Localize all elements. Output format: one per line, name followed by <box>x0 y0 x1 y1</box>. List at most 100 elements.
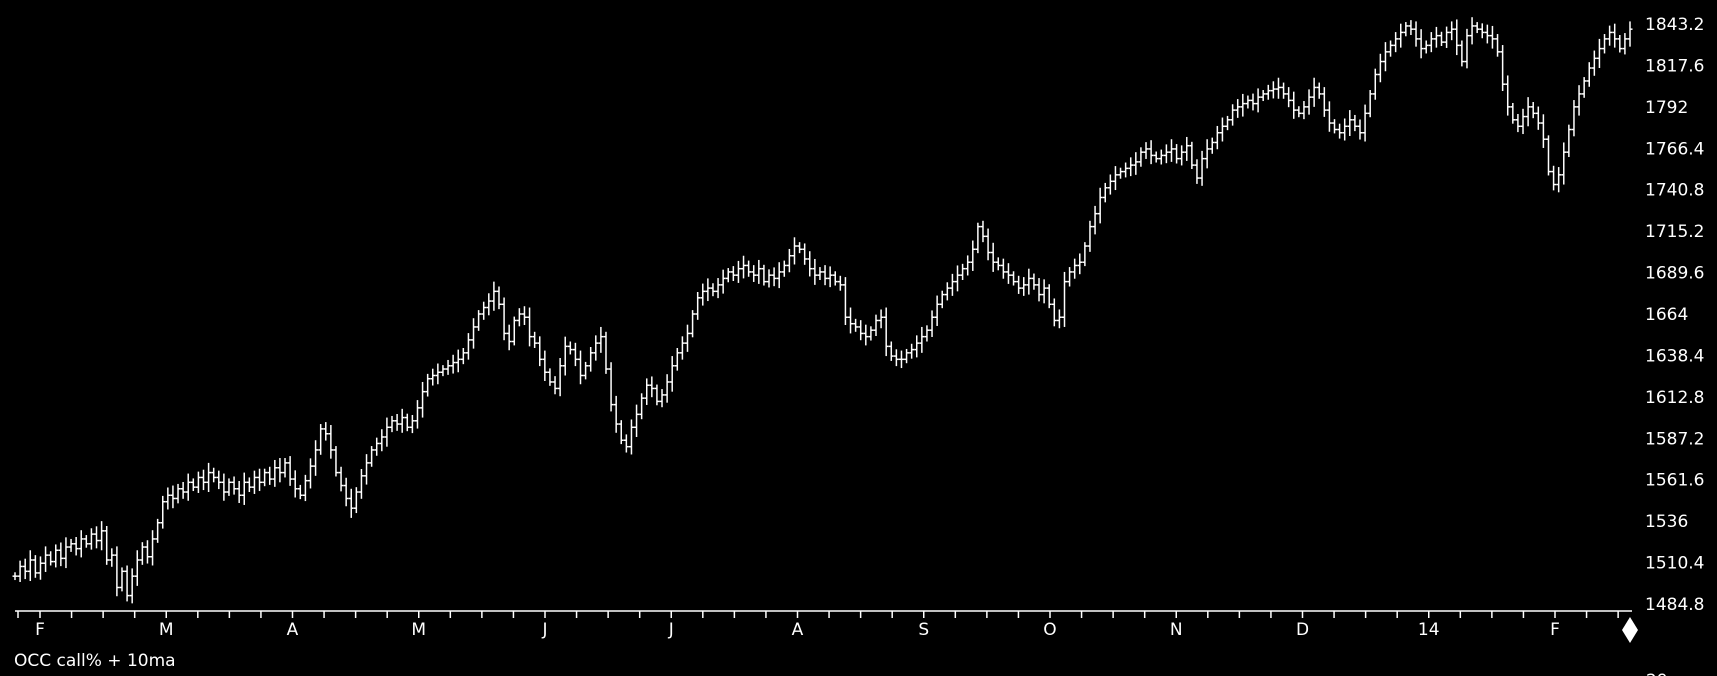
price-bar <box>1077 253 1083 275</box>
price-bar <box>425 373 431 397</box>
price-bar <box>980 220 986 243</box>
price-bar <box>22 558 28 580</box>
price-bar <box>1133 152 1139 175</box>
price-bar <box>328 425 334 459</box>
price-bar <box>313 440 319 476</box>
price-bar <box>1128 157 1134 177</box>
price-bar <box>888 341 894 361</box>
price-bar <box>155 518 161 543</box>
price-bar <box>343 477 349 507</box>
price-bar <box>389 415 395 433</box>
price-bar <box>63 537 69 569</box>
price-bar <box>1291 91 1297 119</box>
price-bar <box>267 466 273 485</box>
price-bar <box>1607 25 1613 46</box>
price-bar <box>58 542 64 567</box>
price-bar <box>654 384 660 406</box>
indicator-label: OCC call% + 10ma <box>14 651 176 671</box>
price-bar <box>547 368 553 386</box>
diamond-marker-icon[interactable] <box>1622 617 1638 643</box>
price-bar <box>527 307 533 347</box>
price-bar <box>985 228 991 261</box>
price-bar <box>975 222 981 254</box>
price-bar <box>48 551 54 566</box>
price-bar <box>1520 108 1526 135</box>
price-bar <box>282 458 288 478</box>
price-bar <box>1372 68 1378 100</box>
price-bar <box>578 350 584 385</box>
price-bar <box>364 454 370 485</box>
price-bar <box>83 535 89 548</box>
price-bar <box>1495 34 1501 57</box>
y-tick-label: 1766.4 <box>1645 139 1704 159</box>
price-bar <box>878 309 884 329</box>
scroll-marker[interactable] <box>1622 617 1638 643</box>
price-bar <box>1118 167 1124 179</box>
price-bar <box>1148 140 1154 165</box>
price-bar <box>1438 31 1444 47</box>
price-bar <box>1281 82 1287 99</box>
price-bar <box>710 283 716 297</box>
x-tick-label: A <box>287 620 299 640</box>
price-bar <box>990 242 996 272</box>
price-bar <box>109 548 115 567</box>
price-bar <box>73 537 79 556</box>
price-bar <box>333 446 339 477</box>
price-bar <box>873 314 879 337</box>
price-bar <box>1265 84 1271 100</box>
price-bar <box>1622 33 1628 55</box>
price-bar <box>1189 141 1195 169</box>
price-bar <box>465 333 471 360</box>
price-bar <box>1286 87 1292 108</box>
price-bar <box>27 550 33 582</box>
price-bar <box>1275 77 1281 99</box>
price-bar <box>842 277 848 326</box>
price-bar <box>649 376 655 398</box>
price-bar <box>735 260 741 283</box>
price-bar <box>1551 165 1557 191</box>
price-bar <box>705 278 711 302</box>
price-bar <box>211 467 217 483</box>
price-bar <box>1041 279 1047 304</box>
price-bar <box>623 434 629 453</box>
price-bar <box>496 286 502 310</box>
price-bar <box>1026 268 1032 295</box>
price-bar <box>1489 25 1495 49</box>
price-bar <box>1581 77 1587 98</box>
price-bar <box>246 477 252 493</box>
price-bar <box>231 476 237 495</box>
price-bar <box>776 262 782 289</box>
y-tick-label: 1689.6 <box>1645 264 1704 284</box>
price-bar <box>348 488 354 518</box>
price-bar <box>379 429 385 452</box>
price-bar <box>481 301 487 320</box>
price-bar <box>1403 22 1409 37</box>
price-bar <box>144 540 150 564</box>
price-bar <box>160 495 166 529</box>
x-axis: F M A M J J A S O N D 14 F <box>15 610 1632 640</box>
price-bar <box>613 395 619 433</box>
price-bar <box>1270 81 1276 99</box>
price-bar <box>598 326 604 353</box>
price-bar <box>848 307 854 334</box>
lower-axis-label: 29 <box>1646 671 1668 676</box>
price-bar <box>114 546 120 597</box>
price-bar <box>1184 136 1190 161</box>
y-tick-label: 1715.2 <box>1645 222 1704 242</box>
price-bar <box>68 538 74 552</box>
price-bar <box>970 240 976 271</box>
price-bar <box>939 290 945 309</box>
price-bar <box>521 306 527 326</box>
price-bar <box>1158 149 1164 165</box>
price-bar <box>832 271 838 286</box>
price-bar <box>491 281 497 311</box>
price-bar <box>409 414 415 434</box>
price-bar <box>1168 139 1174 162</box>
price-bar <box>1423 40 1429 54</box>
price-bar <box>369 446 375 467</box>
price-bar <box>715 278 721 299</box>
price-bar <box>909 343 915 359</box>
price-bar <box>567 341 573 355</box>
price-bar <box>1428 32 1434 53</box>
price-bar <box>853 318 859 332</box>
